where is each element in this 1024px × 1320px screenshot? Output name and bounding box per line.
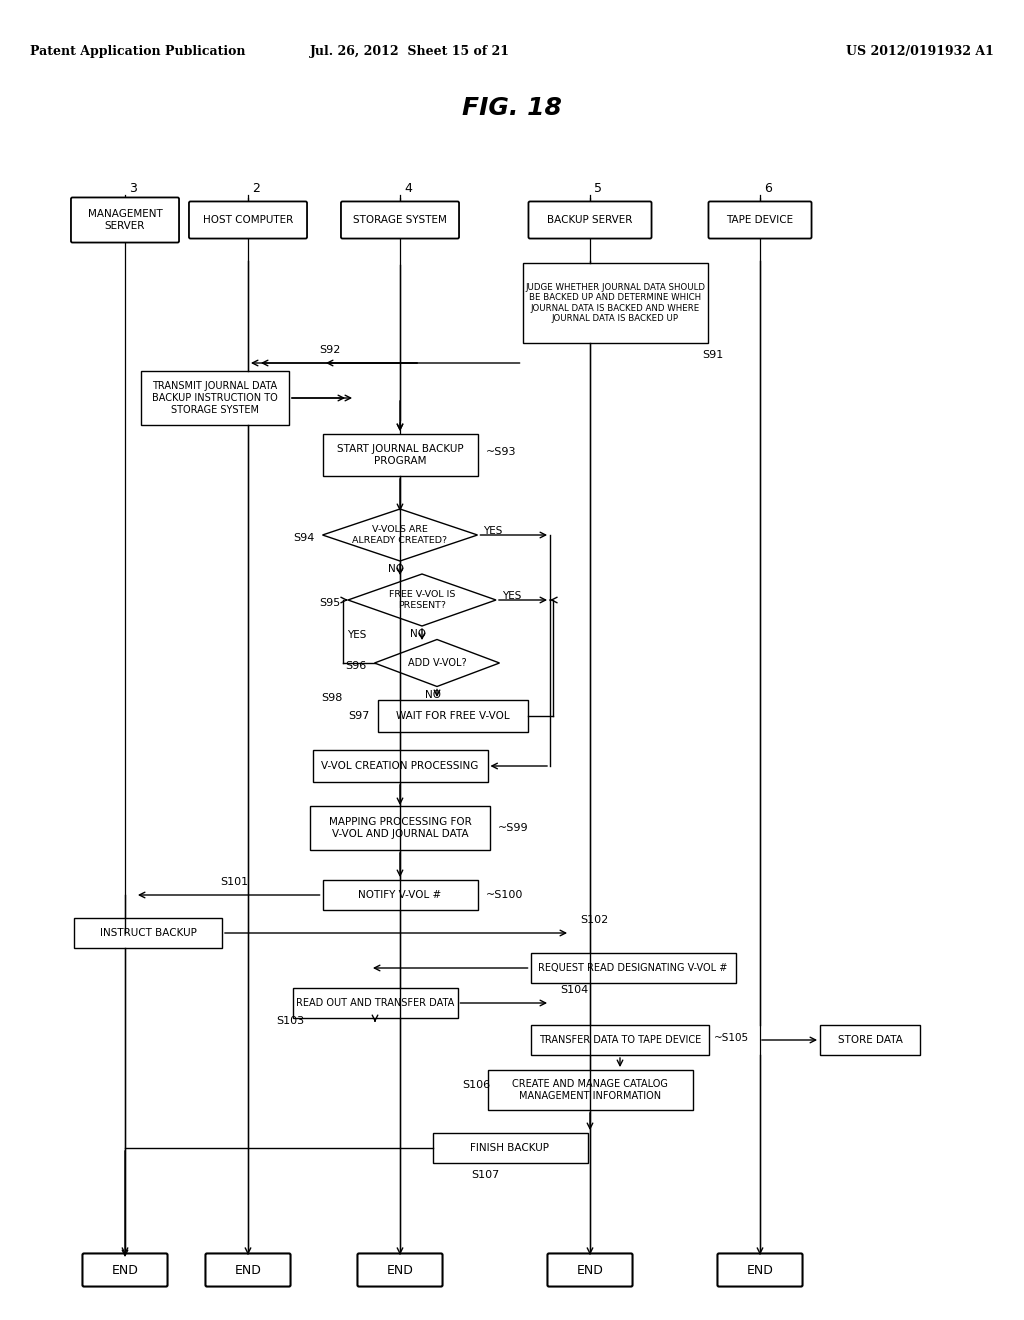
FancyBboxPatch shape	[820, 1026, 920, 1055]
FancyBboxPatch shape	[487, 1071, 692, 1110]
Text: US 2012/0191932 A1: US 2012/0191932 A1	[846, 45, 994, 58]
Text: NO: NO	[410, 630, 426, 639]
FancyBboxPatch shape	[432, 1133, 588, 1163]
Text: 4: 4	[404, 182, 412, 195]
FancyBboxPatch shape	[718, 1254, 803, 1287]
FancyBboxPatch shape	[522, 263, 708, 343]
Text: YES: YES	[347, 630, 367, 639]
Text: FINISH BACKUP: FINISH BACKUP	[470, 1143, 550, 1152]
Text: END: END	[577, 1263, 603, 1276]
Text: INSTRUCT BACKUP: INSTRUCT BACKUP	[99, 928, 197, 939]
Text: TAPE DEVICE: TAPE DEVICE	[726, 215, 794, 224]
Text: ~S99: ~S99	[498, 822, 528, 833]
Text: BACKUP SERVER: BACKUP SERVER	[547, 215, 633, 224]
Text: Jul. 26, 2012  Sheet 15 of 21: Jul. 26, 2012 Sheet 15 of 21	[310, 45, 510, 58]
Text: STORE DATA: STORE DATA	[838, 1035, 902, 1045]
Text: 6: 6	[764, 182, 772, 195]
FancyBboxPatch shape	[71, 198, 179, 243]
FancyBboxPatch shape	[357, 1254, 442, 1287]
Text: S101: S101	[220, 876, 248, 887]
Polygon shape	[348, 574, 496, 626]
Text: END: END	[234, 1263, 261, 1276]
Text: S98: S98	[322, 693, 343, 704]
Text: END: END	[112, 1263, 138, 1276]
FancyBboxPatch shape	[206, 1254, 291, 1287]
Text: FREE V-VOL IS
PRESENT?: FREE V-VOL IS PRESENT?	[389, 590, 456, 610]
FancyBboxPatch shape	[531, 1026, 709, 1055]
Text: 3: 3	[129, 182, 137, 195]
Text: S106: S106	[462, 1080, 490, 1090]
Text: S92: S92	[319, 345, 341, 355]
Text: FIG. 18: FIG. 18	[462, 96, 562, 120]
Text: HOST COMPUTER: HOST COMPUTER	[203, 215, 293, 224]
FancyBboxPatch shape	[83, 1254, 168, 1287]
FancyBboxPatch shape	[548, 1254, 633, 1287]
Text: END: END	[746, 1263, 773, 1276]
FancyBboxPatch shape	[323, 434, 477, 477]
Text: NO: NO	[388, 564, 404, 574]
Text: S102: S102	[580, 915, 608, 925]
Text: S96: S96	[345, 661, 367, 671]
Text: TRANSMIT JOURNAL DATA
BACKUP INSTRUCTION TO
STORAGE SYSTEM: TRANSMIT JOURNAL DATA BACKUP INSTRUCTION…	[153, 381, 278, 414]
Text: Patent Application Publication: Patent Application Publication	[30, 45, 246, 58]
Text: ~S93: ~S93	[485, 447, 516, 457]
Text: END: END	[387, 1263, 414, 1276]
Text: ~S105: ~S105	[714, 1034, 750, 1043]
FancyBboxPatch shape	[323, 880, 477, 909]
Text: NO: NO	[425, 689, 441, 700]
Text: S104: S104	[560, 985, 588, 995]
Text: YES: YES	[483, 525, 503, 536]
Text: NOTIFY V-VOL #: NOTIFY V-VOL #	[358, 890, 441, 900]
Text: START JOURNAL BACKUP
PROGRAM: START JOURNAL BACKUP PROGRAM	[337, 445, 463, 466]
Text: MANAGEMENT
SERVER: MANAGEMENT SERVER	[88, 209, 163, 231]
FancyBboxPatch shape	[310, 807, 490, 850]
FancyBboxPatch shape	[530, 953, 735, 983]
Text: S107: S107	[471, 1170, 499, 1180]
Text: ~S100: ~S100	[485, 890, 523, 900]
Text: S91: S91	[702, 350, 724, 360]
FancyBboxPatch shape	[378, 700, 528, 733]
Text: CREATE AND MANAGE CATALOG
MANAGEMENT INFORMATION: CREATE AND MANAGE CATALOG MANAGEMENT INF…	[512, 1080, 668, 1101]
Text: S94: S94	[293, 533, 314, 543]
Text: MAPPING PROCESSING FOR
V-VOL AND JOURNAL DATA: MAPPING PROCESSING FOR V-VOL AND JOURNAL…	[329, 817, 471, 838]
FancyBboxPatch shape	[189, 202, 307, 239]
Text: S95: S95	[318, 598, 340, 609]
Text: V-VOL CREATION PROCESSING: V-VOL CREATION PROCESSING	[322, 762, 478, 771]
Text: ADD V-VOL?: ADD V-VOL?	[408, 657, 466, 668]
FancyBboxPatch shape	[141, 371, 289, 425]
Text: TRANSFER DATA TO TAPE DEVICE: TRANSFER DATA TO TAPE DEVICE	[539, 1035, 701, 1045]
Text: WAIT FOR FREE V-VOL: WAIT FOR FREE V-VOL	[396, 711, 510, 721]
Text: STORAGE SYSTEM: STORAGE SYSTEM	[353, 215, 446, 224]
FancyBboxPatch shape	[341, 202, 459, 239]
FancyBboxPatch shape	[312, 750, 487, 781]
Text: 2: 2	[252, 182, 260, 195]
Text: REQUEST READ DESIGNATING V-VOL #: REQUEST READ DESIGNATING V-VOL #	[539, 964, 728, 973]
Text: V-VOLS ARE
ALREADY CREATED?: V-VOLS ARE ALREADY CREATED?	[352, 525, 447, 545]
Text: READ OUT AND TRANSFER DATA: READ OUT AND TRANSFER DATA	[296, 998, 454, 1008]
Text: S97: S97	[348, 711, 370, 721]
Polygon shape	[375, 639, 500, 686]
FancyBboxPatch shape	[709, 202, 812, 239]
FancyBboxPatch shape	[74, 917, 222, 948]
Text: S103: S103	[275, 1016, 304, 1026]
FancyBboxPatch shape	[528, 202, 651, 239]
Text: YES: YES	[502, 591, 521, 601]
Polygon shape	[323, 510, 477, 561]
FancyBboxPatch shape	[293, 987, 458, 1018]
Text: 5: 5	[594, 182, 602, 195]
Text: JUDGE WHETHER JOURNAL DATA SHOULD
BE BACKED UP AND DETERMINE WHICH
JOURNAL DATA : JUDGE WHETHER JOURNAL DATA SHOULD BE BAC…	[525, 282, 705, 323]
